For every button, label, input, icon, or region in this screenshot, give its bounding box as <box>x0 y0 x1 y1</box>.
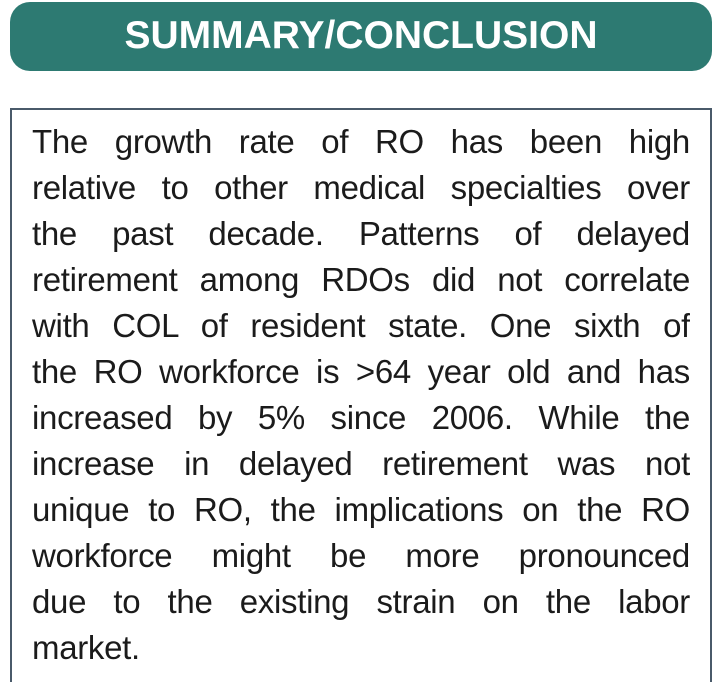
paragraph-line: retirement among RDOs did not correlate <box>32 261 690 298</box>
summary-banner-title: SUMMARY/CONCLUSION <box>124 14 598 57</box>
paragraph-line: increase in delayed retirement was not <box>32 445 690 482</box>
paragraph-line: relative to other medical specialties ov… <box>32 169 690 206</box>
summary-text-box: The growth rate of RO has been high relat… <box>10 108 712 682</box>
paragraph-line: increased by 5% since 2006. While the <box>32 399 690 436</box>
paragraph-line: due to the existing strain on the labor <box>32 583 690 620</box>
paragraph-line: workforce might be more pronounced <box>32 537 690 574</box>
paragraph-line: the RO workforce is >64 year old and has <box>32 353 690 390</box>
paragraph-line: market. <box>32 629 140 666</box>
paragraph-line: the past decade. Patterns of delayed <box>32 215 690 252</box>
paragraph: The growth rate of RO has been high relat… <box>32 119 690 671</box>
paragraph-line: unique to RO, the implications on the RO <box>32 491 690 528</box>
summary-banner: SUMMARY/CONCLUSION <box>10 2 712 71</box>
paragraph-line: with COL of resident state. One sixth of <box>32 307 690 344</box>
paragraph-line: The growth rate of RO has been high <box>32 123 690 160</box>
